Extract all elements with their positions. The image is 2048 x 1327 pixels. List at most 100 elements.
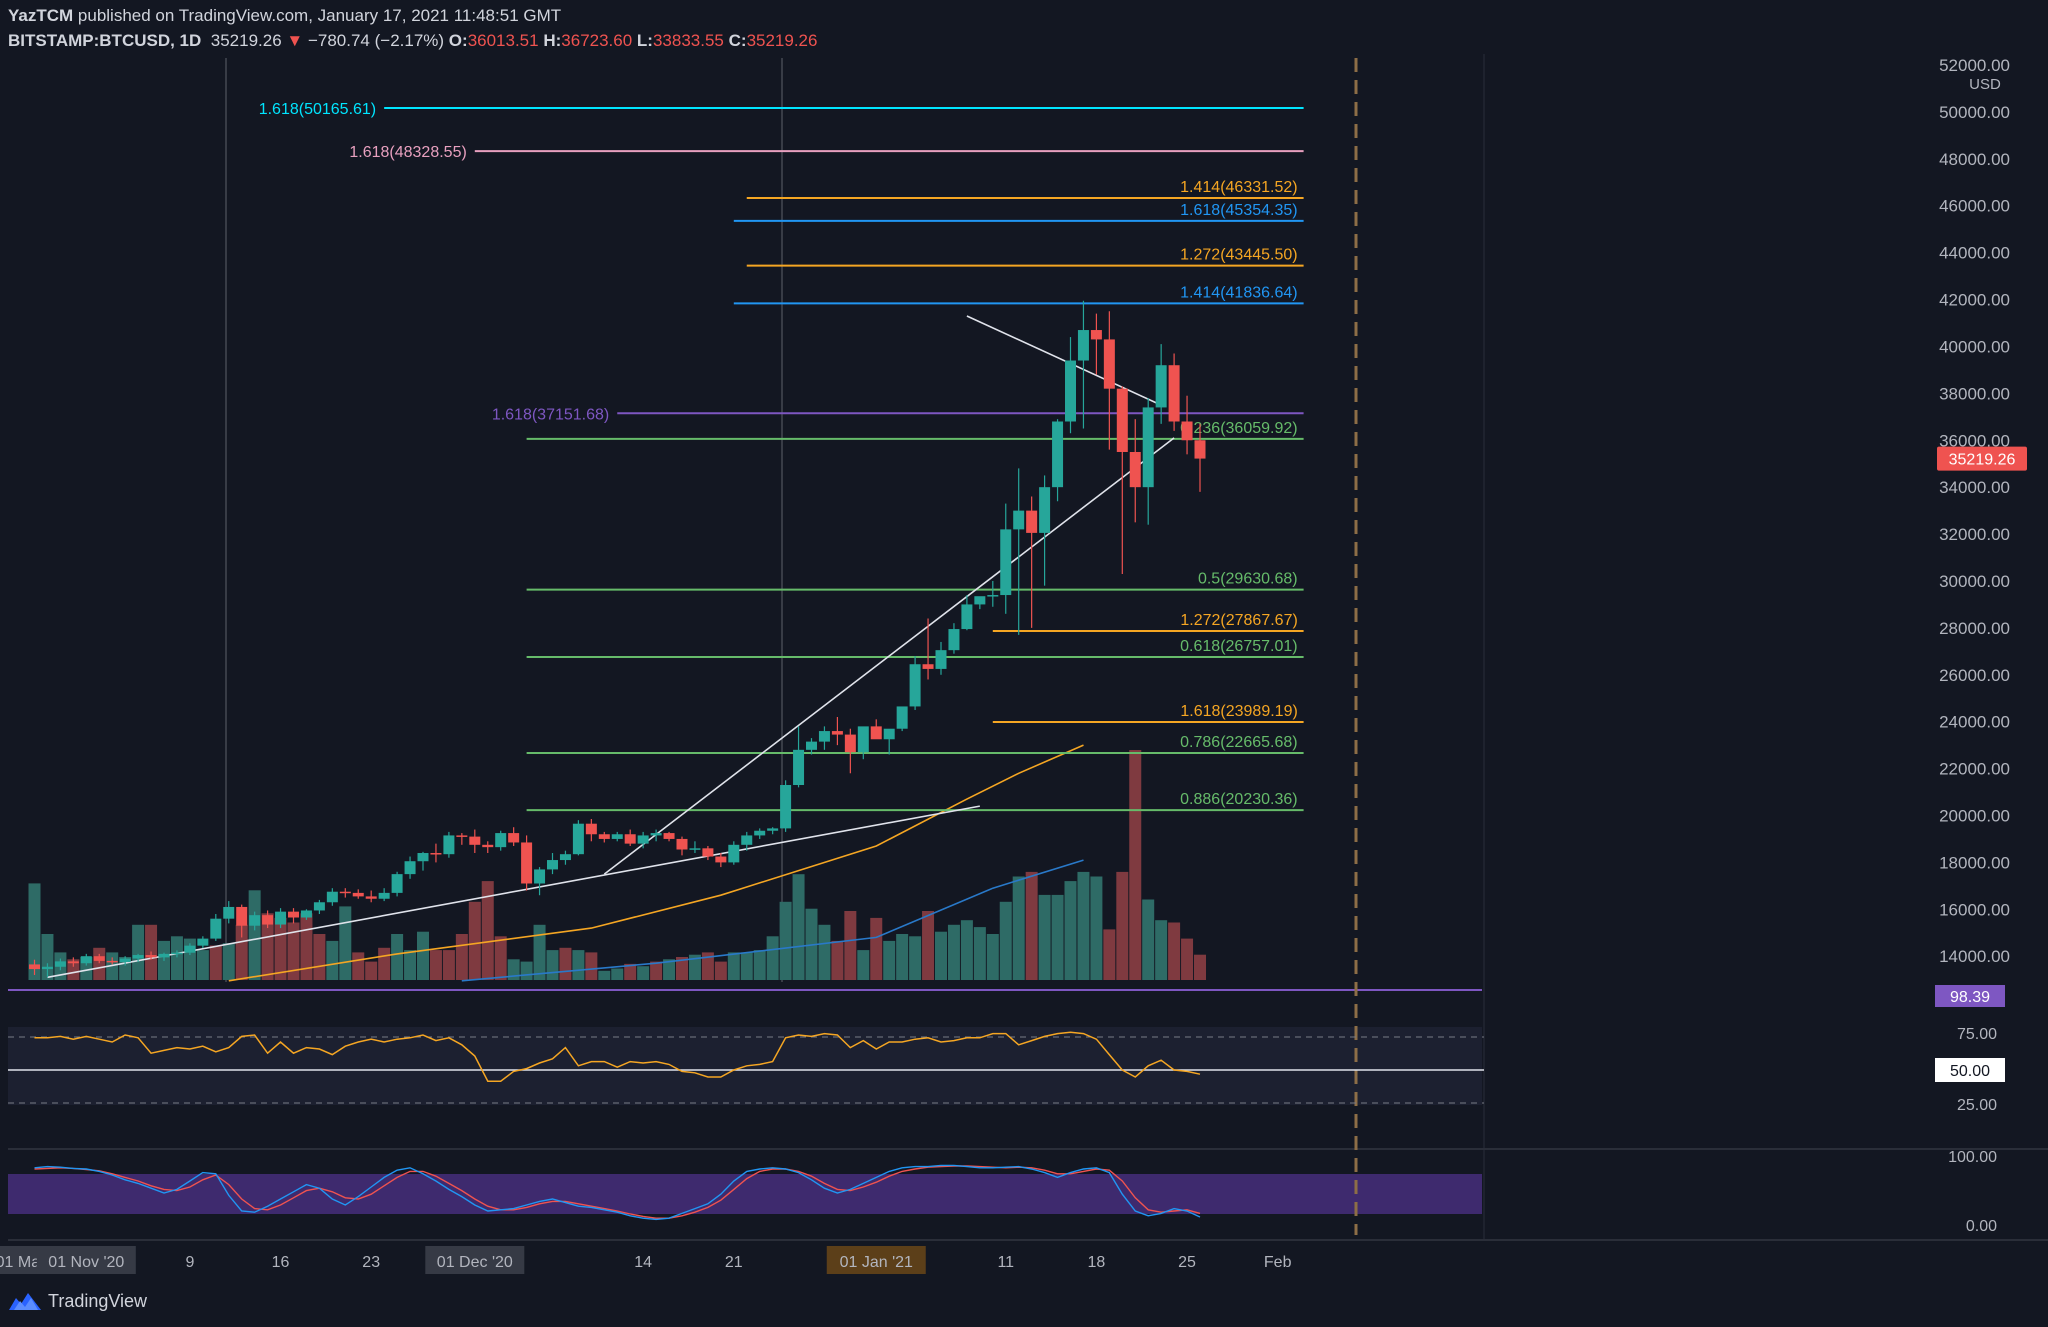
x-axis-highlight [36, 1246, 136, 1274]
volume-bar [481, 881, 494, 980]
fib-level-label: 1.618(50165.61) [259, 101, 376, 118]
candle-body [132, 955, 144, 959]
candle-body [1052, 421, 1064, 488]
volume-bar [701, 952, 714, 980]
candle-body [922, 664, 934, 669]
candle-body [987, 595, 999, 597]
trendline-long-support [47, 805, 980, 979]
price-tick-label: 28000.00 [1939, 619, 2010, 638]
main-pane [8, 54, 1482, 982]
volume-bar [909, 936, 922, 980]
candle-body [210, 918, 222, 939]
volume-bar [533, 924, 546, 980]
stoch-k-line [34, 1164, 1201, 1221]
candle-body [896, 706, 908, 729]
x-axis-highlight [826, 1246, 926, 1274]
volume-bar [935, 931, 947, 980]
volume-bar [663, 959, 676, 980]
candle-body [521, 842, 533, 884]
x-axis-label: 11 [997, 1254, 1014, 1271]
rsi-tick-label: 50.00 [1950, 1063, 1990, 1080]
volume-bar [1025, 871, 1038, 980]
candle-body [339, 891, 351, 894]
x-axis-label: 16 [272, 1254, 290, 1271]
volume-bar [844, 911, 857, 980]
candle-body [313, 902, 325, 911]
rsi-value-tag [1935, 985, 2005, 1007]
tradingview-logo-icon [9, 1293, 41, 1310]
fib-level-label: 1.414(46331.52) [1180, 179, 1297, 196]
price-tick-label: 46000.00 [1939, 197, 2010, 216]
candle-body [352, 892, 364, 897]
candle-body [171, 952, 183, 955]
volume-bar [792, 874, 805, 980]
open-value: 36013.51 [467, 31, 539, 50]
volume-bar [455, 934, 468, 980]
price-tick-label: 22000.00 [1939, 760, 2010, 779]
volume-bar [740, 952, 753, 980]
candle-body [391, 874, 403, 893]
x-axis-label: 9 [185, 1254, 194, 1271]
candle-body [430, 853, 442, 855]
volume-bar [1194, 954, 1206, 980]
candle-body [495, 833, 507, 848]
candle-body [728, 844, 740, 863]
volume-bar [287, 922, 300, 980]
candle-body [326, 891, 338, 903]
candle-body [818, 731, 830, 742]
last-price-tag [1937, 446, 2027, 471]
price-tick-label: 32000.00 [1939, 525, 2010, 544]
volume-bar [585, 952, 598, 980]
price-tick-label: 24000.00 [1939, 713, 2010, 732]
x-axis-highlight [425, 1246, 525, 1274]
candle-body [547, 860, 558, 870]
volume-bar [766, 936, 779, 980]
symbol-ohlc-line: BITSTAMP:BTCUSD, 1D 35219.26 ▼ −780.74 (… [8, 31, 817, 51]
volume-bar [442, 950, 455, 980]
price-tick-label: 52000.00 [1939, 56, 2010, 75]
tradingview-brand[interactable]: TradingView [48, 1291, 148, 1311]
candle-body [857, 726, 869, 753]
last-price: 35219.26 [210, 31, 282, 50]
candle-body [404, 861, 416, 875]
volume-bar [261, 913, 274, 980]
volume-bar [611, 968, 624, 980]
candle-body [262, 915, 274, 925]
trendline-lower-triangle [603, 437, 1175, 875]
candle-body [236, 906, 248, 926]
candle-body [508, 833, 520, 843]
volume-bar [714, 961, 727, 980]
x-axis-label: Feb [1264, 1254, 1292, 1271]
publisher-name[interactable]: YazTCM [8, 6, 74, 25]
candle-body [754, 830, 766, 836]
price-tick-label: 48000.00 [1939, 150, 2010, 169]
candle-body [275, 911, 287, 925]
rsi-tick-label: 75.00 [1957, 1026, 1997, 1043]
volume-bar [960, 920, 973, 980]
volume-bar [624, 963, 637, 980]
volume-bar [429, 950, 442, 980]
symbol-label[interactable]: BITSTAMP:BTCUSD, 1D [8, 31, 202, 50]
volume-bar [119, 957, 132, 980]
volume-bar [831, 940, 844, 980]
candle-body [443, 835, 455, 855]
volume-bar [1142, 899, 1155, 980]
volume-bar [1168, 922, 1181, 980]
volume-bar [1103, 929, 1116, 980]
candle-body [650, 833, 662, 836]
volume-bar [779, 901, 792, 980]
candle-body [1090, 330, 1102, 340]
volume-bar [313, 934, 326, 980]
high-value: 36723.60 [561, 31, 633, 50]
candle-body [80, 956, 92, 964]
candle-body [637, 835, 649, 844]
candle-body [767, 828, 779, 831]
fib-level-label: 1.414(41836.64) [1180, 284, 1297, 301]
candle-body [844, 734, 856, 753]
volume-bar [1181, 938, 1194, 980]
candle-body [67, 961, 79, 964]
close-label: C: [728, 31, 747, 50]
candle-body [93, 956, 105, 961]
candle-body [689, 848, 701, 850]
